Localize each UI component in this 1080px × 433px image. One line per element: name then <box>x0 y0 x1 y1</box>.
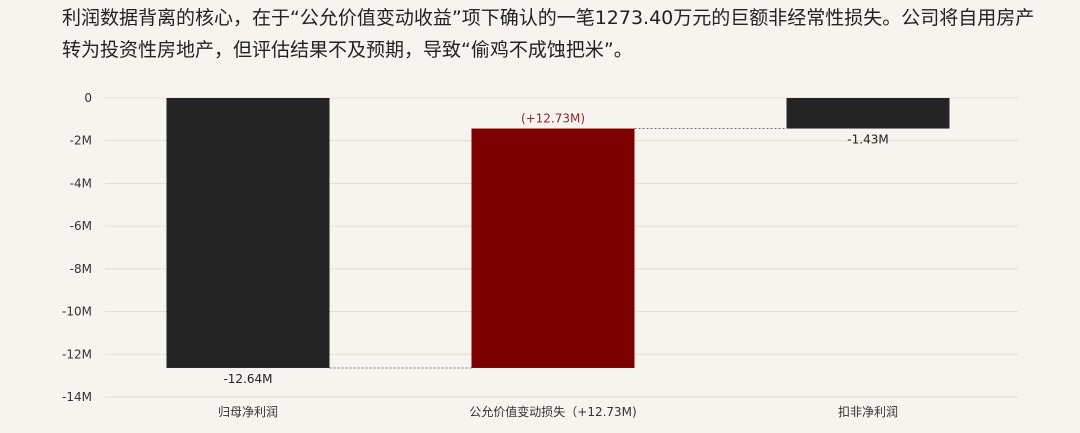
x-tick-label: 扣非净利润 <box>838 405 898 419</box>
y-tick-label: -12M <box>62 347 92 361</box>
bar <box>166 98 330 368</box>
y-tick-label: -14M <box>62 390 92 404</box>
y-tick-label: 0 <box>84 91 92 105</box>
y-tick-label: -8M <box>70 262 92 276</box>
data-label: (+12.73M) <box>521 112 585 126</box>
x-tick-label: 归母净利润 <box>218 405 278 419</box>
bar <box>786 98 950 129</box>
data-label: -12.64M <box>223 372 272 386</box>
y-tick-label: -4M <box>70 176 92 190</box>
y-tick-label: -6M <box>70 219 92 233</box>
y-tick-label: -10M <box>62 305 92 319</box>
bar <box>471 128 635 368</box>
data-label: -1.43M <box>847 133 888 147</box>
y-tick-label: -2M <box>70 134 92 148</box>
body-paragraph: 利润数据背离的核心，在于“公允价值变动收益”项下确认的一笔1273.40万元的巨… <box>62 7 1035 61</box>
x-tick-label: 公允价值变动损失（+12.73M) <box>469 404 636 419</box>
